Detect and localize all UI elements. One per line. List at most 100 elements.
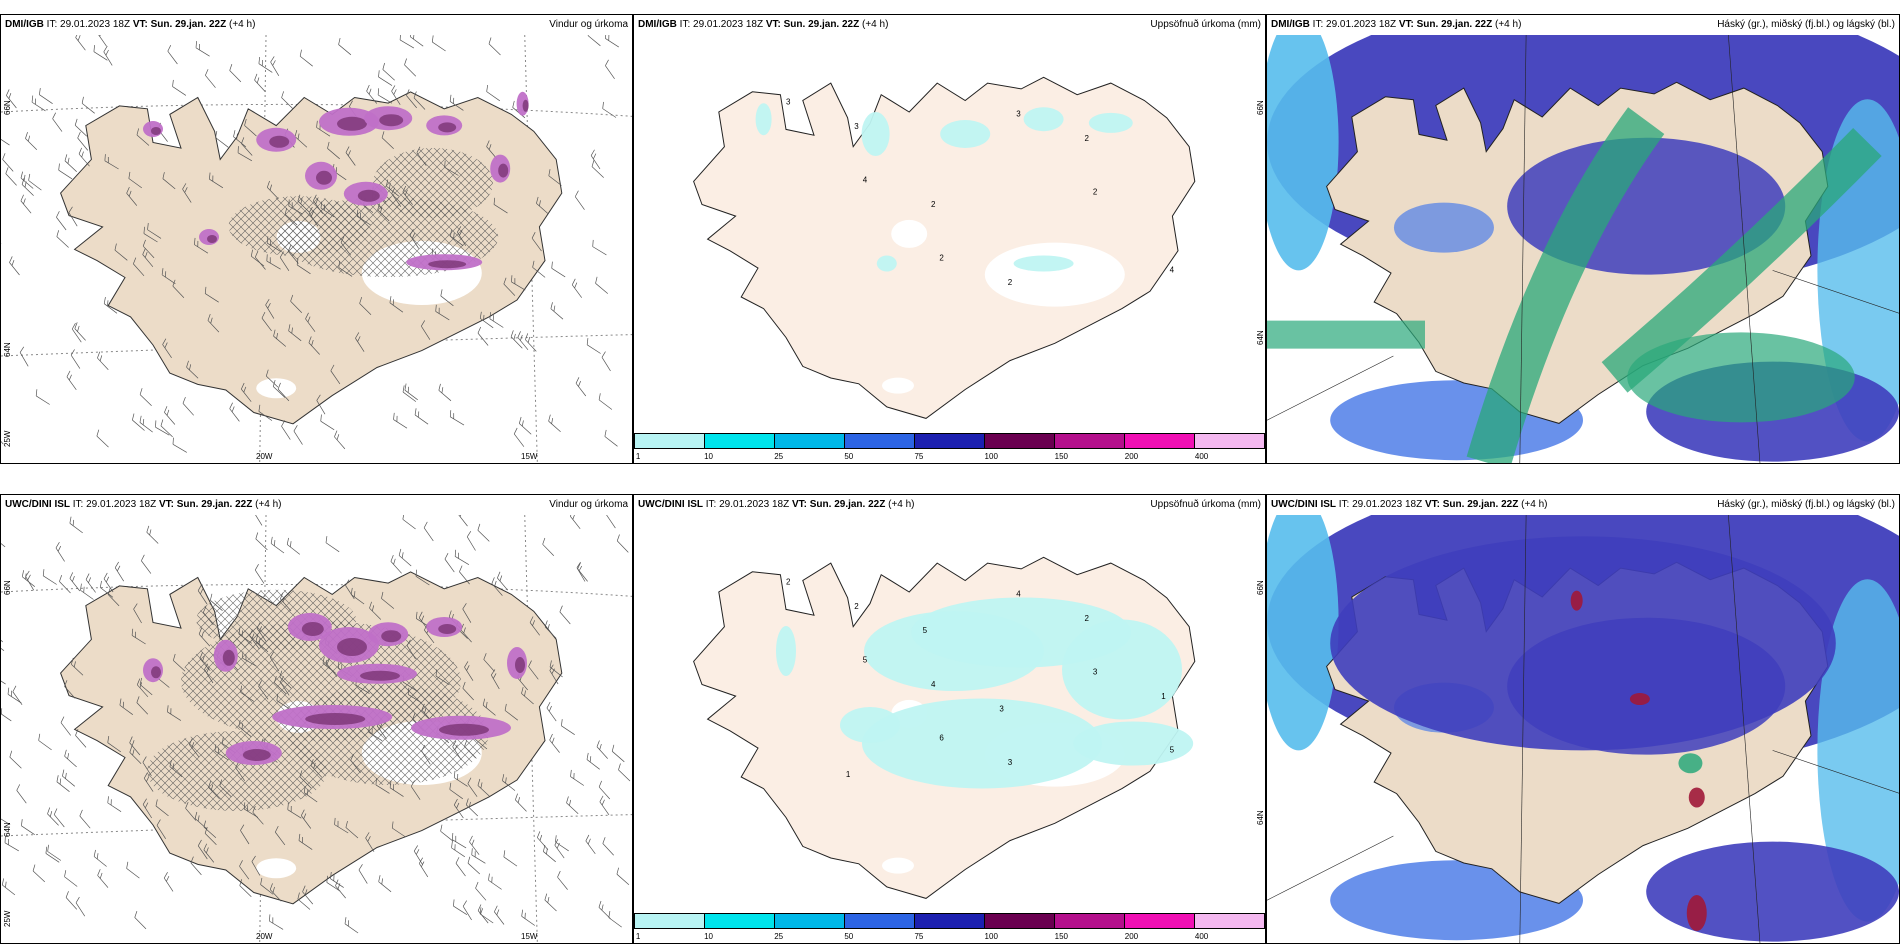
wind-barb — [404, 58, 417, 77]
precip-core — [316, 170, 332, 185]
model-name: UWC/DINI ISL — [638, 499, 703, 510]
init-time: IT: 29.01.2023 18Z — [1312, 19, 1397, 30]
wind-barb — [261, 311, 272, 332]
wind-barb — [586, 338, 601, 354]
wind-barb — [293, 425, 303, 445]
wind-barb — [75, 896, 86, 917]
wind-barb — [453, 798, 464, 819]
wind-barb — [274, 825, 286, 846]
wind-barb — [131, 628, 146, 645]
wind-barb — [209, 172, 224, 189]
wind-barb — [557, 870, 568, 890]
wind-barb — [207, 314, 220, 333]
wind-barb — [320, 414, 335, 431]
wind-barb — [56, 230, 69, 248]
wind-barb — [489, 312, 504, 328]
wind-barb — [369, 601, 382, 620]
lon-label-25: 25W — [3, 430, 12, 447]
wind-barb — [56, 211, 67, 231]
wind-barb — [233, 130, 247, 148]
low-cloud-area — [1817, 579, 1899, 922]
graticule-line — [1772, 750, 1899, 794]
map-wind[interactable] — [1, 515, 632, 943]
legend-swatch — [985, 914, 1055, 928]
wind-barb — [269, 914, 284, 930]
model-name: DMI/IGB — [638, 19, 677, 30]
wind-barb — [107, 796, 122, 812]
wind-barb — [5, 167, 17, 186]
wind-barb — [605, 59, 615, 80]
map-accum[interactable]: 2 5 6 4 3 5 2 4 3 2 1 1 5 3 — [634, 515, 1265, 925]
legend-swatch — [775, 434, 845, 448]
model-name: DMI/IGB — [5, 19, 44, 30]
wind-barb — [266, 254, 281, 270]
wind-barb — [197, 839, 208, 860]
wind-barb — [64, 680, 76, 699]
lead-time: (+4 h) — [229, 19, 256, 30]
wind-barb — [297, 892, 311, 910]
wind-barb — [77, 131, 89, 151]
wind-barb — [606, 515, 616, 529]
legend-swatch — [635, 434, 705, 448]
wind-barb — [618, 763, 631, 782]
precip-core — [305, 713, 366, 725]
valid-time: VT: Sun. 29.jan. 22Z — [791, 499, 886, 510]
wind-barb — [155, 420, 170, 436]
init-time: IT: 29.01.2023 18Z — [705, 499, 790, 510]
wind-barb — [414, 408, 429, 425]
wind-barb — [550, 302, 564, 320]
wind-barb — [53, 808, 65, 828]
wind-barb — [142, 798, 152, 819]
wind-barb — [406, 89, 417, 109]
legend-swatch — [915, 914, 985, 928]
legend-swatch — [1195, 914, 1264, 928]
wind-barb — [1, 135, 10, 146]
wind-barb — [42, 569, 57, 585]
high-cloud-band — [1601, 127, 1882, 393]
mid-cloud-area — [1330, 536, 1836, 751]
panel-header: UWC/DINI ISL IT: 29.01.2023 18Z VT: Sun.… — [1, 495, 632, 515]
lead-time: (+4 h) — [888, 499, 915, 510]
wind-barb — [344, 917, 359, 934]
wind-barb — [521, 909, 536, 926]
wind-barb — [440, 824, 454, 842]
wind-barb — [544, 893, 557, 912]
wind-barb — [598, 780, 611, 800]
wind-barb — [503, 850, 518, 867]
legend-tick-label: 75 — [914, 932, 924, 941]
wind-barb — [136, 128, 150, 146]
map-cloud[interactable] — [1267, 35, 1899, 463]
wind-barb — [391, 85, 401, 105]
panel-title: Uppsöfnuð úrkoma (mm) — [1150, 499, 1261, 510]
wind-barb — [182, 183, 192, 203]
map-accum[interactable]: 3 4 2 3 2 4 3 2 2 2 — [634, 35, 1265, 445]
lead-time: (+4 h) — [1521, 499, 1548, 510]
map-cloud[interactable] — [1267, 515, 1899, 943]
wind-barb — [517, 331, 529, 351]
glacier-vatnajokull — [984, 242, 1125, 307]
wind-barb — [32, 864, 46, 883]
wind-barb — [163, 872, 174, 892]
snow-hatch-area — [373, 148, 493, 218]
wind-barb — [103, 297, 118, 314]
map-wind[interactable] — [1, 35, 632, 463]
wind-barb — [488, 873, 502, 890]
wind-barb — [241, 137, 253, 156]
wind-barb — [453, 899, 468, 915]
wind-barb — [459, 565, 470, 585]
wind-barb — [486, 84, 501, 102]
wind-barb — [1, 431, 4, 445]
wind-barb — [114, 243, 128, 261]
wind-barb — [139, 677, 153, 696]
wind-barb — [488, 37, 501, 56]
low-cloud-area — [1267, 515, 1339, 751]
wind-barb — [161, 268, 176, 285]
wind-barb — [415, 569, 430, 586]
wind-barb — [455, 857, 466, 877]
wind-barb — [78, 147, 90, 167]
wind-barb — [536, 196, 549, 215]
wind-barb — [85, 573, 96, 593]
wind-barb — [260, 877, 274, 895]
panel-wind-top: DMI/IGB IT: 29.01.2023 18Z VT: Sun. 29.j… — [0, 14, 633, 464]
precip-1mm-area — [840, 707, 900, 743]
